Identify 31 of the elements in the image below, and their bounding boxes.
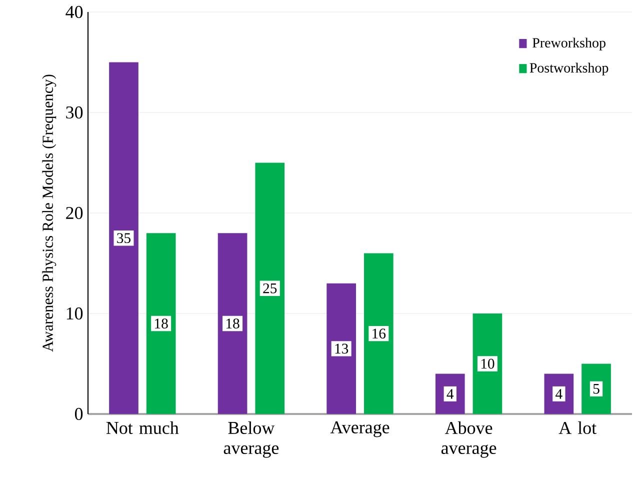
bar: [218, 233, 248, 414]
data-label: 4: [446, 389, 454, 399]
bar: [326, 283, 356, 414]
data-label: 18: [226, 318, 240, 328]
y-tick-label: 30: [66, 106, 83, 119]
data-label: 10: [481, 358, 494, 369]
data-label: 16: [372, 328, 386, 339]
legend-label: Preworkshop: [532, 38, 606, 50]
data-label: 25: [263, 283, 277, 294]
x-tick-label: Average: [330, 421, 390, 438]
bar: [146, 233, 176, 414]
bar: [109, 62, 138, 414]
data-label: 5: [593, 384, 600, 394]
x-tick-label: Not much: [106, 421, 179, 434]
data-label: 18: [155, 318, 168, 328]
y-tick-label: 0: [74, 408, 83, 420]
y-tick-label: 20: [66, 206, 83, 220]
data-label: 13: [335, 344, 348, 354]
x-tick-label: Below average: [224, 421, 279, 458]
x-tick-label: A lot: [558, 421, 596, 434]
legend-label: Postworkshop: [530, 62, 608, 76]
data-label: 35: [117, 233, 130, 244]
x-tick-label: Above average: [441, 421, 496, 458]
y-tick-label: 40: [66, 6, 83, 18]
bar: [582, 364, 611, 414]
bar: [255, 162, 285, 414]
y-axis-title: Awareness Physics Role Models (Frequency): [42, 74, 56, 352]
y-tick-label: 10: [66, 307, 83, 320]
bar: [472, 313, 502, 414]
bar: [364, 253, 394, 414]
data-label: 4: [556, 389, 562, 399]
